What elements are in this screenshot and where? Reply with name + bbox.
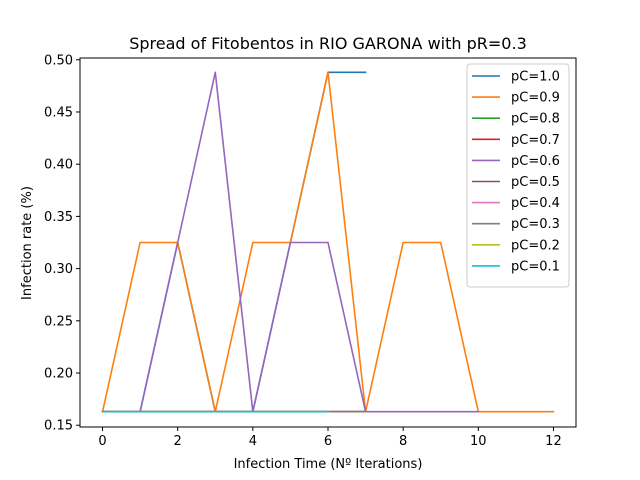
y-tick-label: 0.15	[44, 419, 73, 434]
y-tick-label: 0.40	[44, 158, 73, 173]
legend-label-3: pC=0.7	[511, 133, 560, 148]
x-axis-label: Infection Time (Nº Iterations)	[234, 457, 423, 472]
legend-frame	[466, 63, 570, 288]
x-tick-label: 4	[249, 434, 257, 449]
legend-label-5: pC=0.5	[511, 175, 560, 190]
legend-label-4: pC=0.6	[511, 154, 560, 169]
legend: pC=1.0 pC=0.9 pC=0.8 pC=0.7 pC=0.6 pC=0.5 pC=0…	[466, 63, 570, 288]
x-tick-label: 10	[470, 434, 487, 449]
legend-label-1: pC=0.9	[511, 91, 560, 106]
series-layer	[101, 71, 555, 413]
legend-label-6: pC=0.4	[511, 196, 560, 211]
y-tick-label: 0.25	[44, 314, 73, 329]
x-tick-label: 6	[324, 434, 332, 449]
legend-label-2: pC=0.8	[511, 112, 560, 127]
y-tick-label: 0.45	[44, 105, 73, 120]
x-tick-label: 12	[545, 434, 562, 449]
chart-title: Spread of Fitobentos in RIO GARONA with …	[129, 34, 527, 53]
y-tick-label: 0.20	[44, 367, 73, 382]
axes-layer: 0 2 4 6 8 10 12 0.15 0.20 0.25 0.30 0.35 0.40 0.45 0.5…	[44, 53, 577, 449]
legend-label-7: pC=0.3	[511, 217, 560, 232]
legend-label-0: pC=1.0	[511, 70, 560, 85]
series-line-4	[101, 71, 480, 413]
y-axis-label: Infection rate (%)	[20, 186, 35, 300]
x-tick-label: 0	[98, 434, 106, 449]
y-tick-label: 0.30	[44, 262, 73, 277]
y-tick-label: 0.35	[44, 210, 73, 225]
x-tick-label: 2	[174, 434, 182, 449]
x-tick-label: 8	[399, 434, 407, 449]
legend-label-8: pC=0.2	[511, 238, 560, 253]
legend-label-9: pC=0.1	[511, 259, 560, 274]
y-tick-label: 0.50	[44, 53, 73, 68]
